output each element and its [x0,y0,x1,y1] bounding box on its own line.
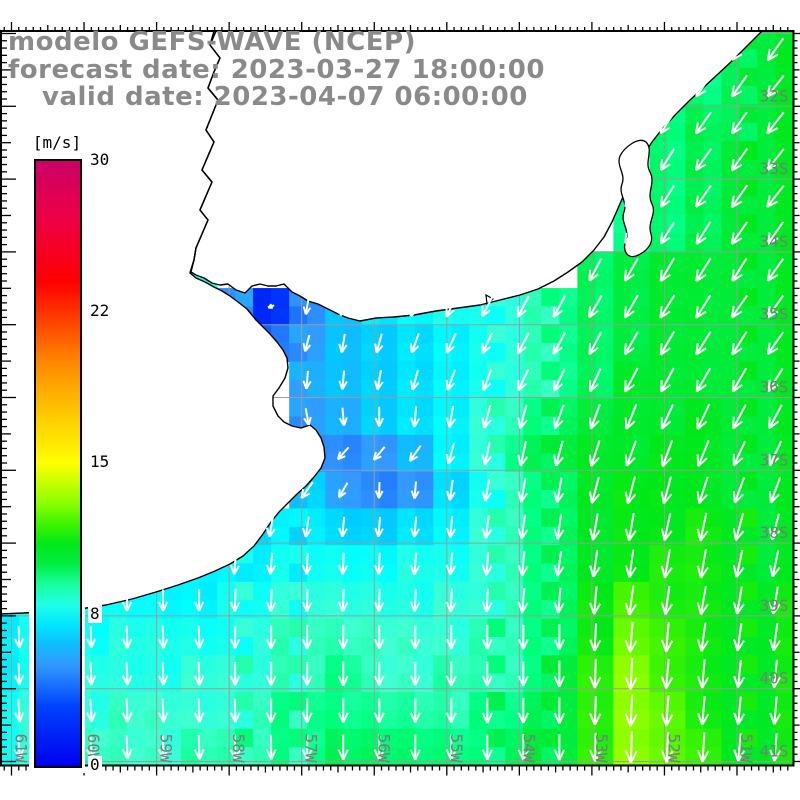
colorbar-gradient [34,159,82,768]
lon-label: 59W [157,734,176,763]
lon-label: 57W [302,734,321,763]
lon-label: 61W [12,734,31,763]
lon-label: 54W [519,734,538,763]
lat-label: 33S [760,159,789,178]
colorbar-tick-8: 8 [88,604,102,623]
lat-label: 35S [760,305,789,324]
wind-field-layer [1,31,794,766]
colorbar-unit-label: [m/s] [30,133,84,152]
colorbar-tick-30: 30 [88,150,112,169]
lat-label: 39S [760,596,789,615]
lon-label: 56W [374,734,393,763]
map-border [0,30,795,767]
lon-label: 58W [229,734,248,763]
lat-label: 41S [760,742,789,761]
colorbar [29,153,85,773]
lat-label: 38S [760,523,789,542]
axis-labels-layer: 61W 60W 59W 58W 57W 56W 55W 54W 53W 52W 51W 32S 33S 3… [12,86,789,763]
wind-arrows-layer [13,37,785,764]
lon-label: 55W [447,734,466,763]
lon-label: 60W [84,734,103,763]
colorbar-tick-0: 0 [88,755,102,774]
lat-label: 36S [760,378,789,397]
lat-label: 32S [760,86,789,105]
lon-label: 52W [664,734,683,763]
lagoon-outline [618,139,655,258]
lon-label: 51W [737,734,756,763]
lat-label: 37S [760,450,789,469]
lat-label: 40S [760,669,789,688]
river-line [189,30,221,274]
lon-label: 53W [592,734,611,763]
colorbar-tick-22: 22 [88,301,112,320]
lat-label: 34S [760,232,789,251]
colorbar-tick-15: 15 [88,452,112,471]
